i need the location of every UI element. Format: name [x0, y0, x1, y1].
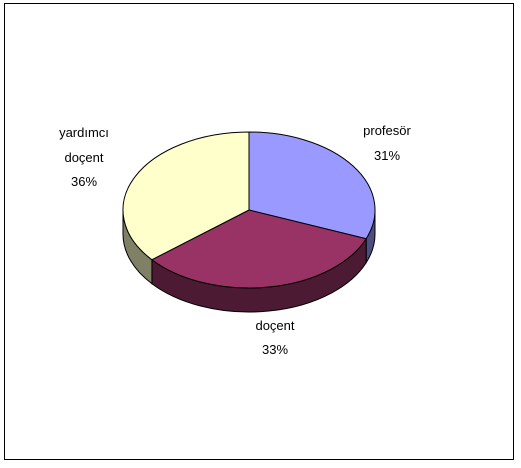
slice-label-name: yardımcı [59, 125, 109, 140]
pie-slice-1 [150, 209, 367, 289]
pie-slice-0 [248, 131, 376, 240]
slice-label-name: profesör [363, 123, 411, 138]
slice-label-value: 36% [71, 174, 97, 189]
slice-label-name: doçent [64, 150, 103, 165]
slice-label-value: 31% [374, 148, 400, 163]
pie-data-labels: profesör 31% doçent 33% yardımcı doçent 36% [59, 123, 411, 357]
slice-label-value: 33% [262, 342, 288, 357]
slice-label-name: doçent [255, 318, 294, 333]
pie-slice-2 [122, 131, 250, 261]
pie-slices [122, 131, 376, 289]
